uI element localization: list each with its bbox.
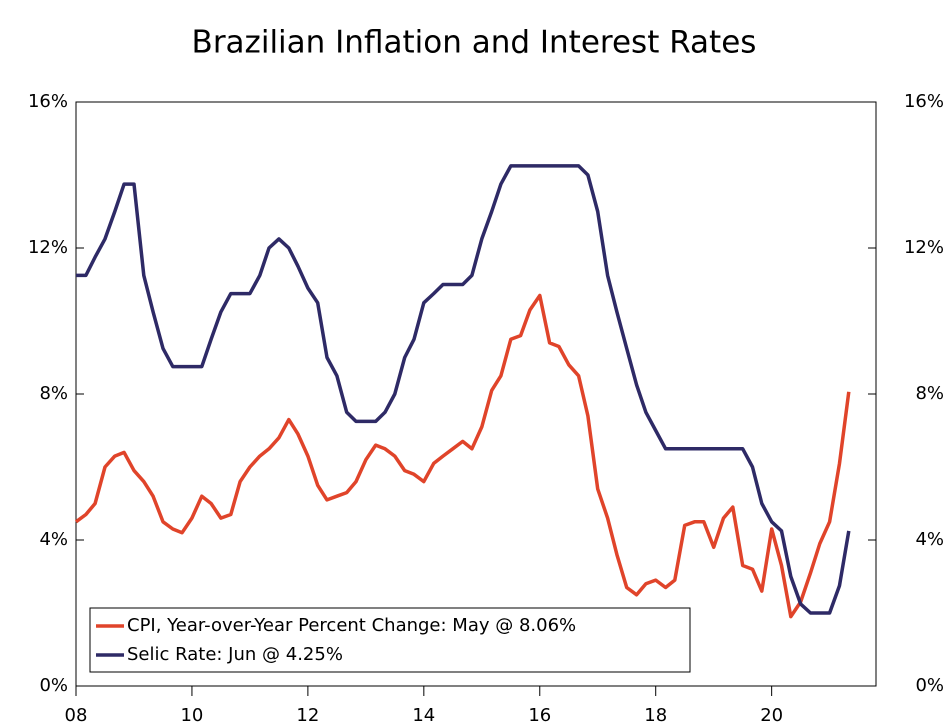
y2-tick-label: 0% [915, 675, 944, 696]
y-tick-label: 0% [39, 675, 68, 696]
x-tick-label: 12 [296, 705, 319, 726]
chart-title: Brazilian Inflation and Interest Rates [192, 25, 757, 61]
legend-box [89, 607, 691, 673]
y-tick-label: 4% [39, 529, 68, 550]
y2-tick-label: 4% [915, 529, 944, 550]
y-tick-label: 8% [39, 383, 68, 404]
series-line [74, 293, 851, 619]
x-tick-label: 18 [644, 705, 667, 726]
series-line [76, 164, 851, 615]
y2-tick-label: 12% [904, 237, 944, 258]
x-tick-label: 08 [65, 705, 88, 726]
x-tick-label: 16 [528, 705, 551, 726]
y-tick-label: 12% [28, 237, 68, 258]
y2-tick-label: 8% [915, 383, 944, 404]
x-tick-label: 20 [760, 705, 783, 726]
plot-frame [75, 101, 877, 687]
legend-label: CPI, Year-over-Year Percent Change: May … [127, 615, 576, 636]
x-tick-label: 14 [412, 705, 435, 726]
x-tick-label: 10 [180, 705, 203, 726]
y-tick-label: 16% [28, 91, 68, 112]
legend-label: Selic Rate: Jun @ 4.25% [127, 644, 343, 665]
y2-tick-label: 16% [904, 91, 944, 112]
